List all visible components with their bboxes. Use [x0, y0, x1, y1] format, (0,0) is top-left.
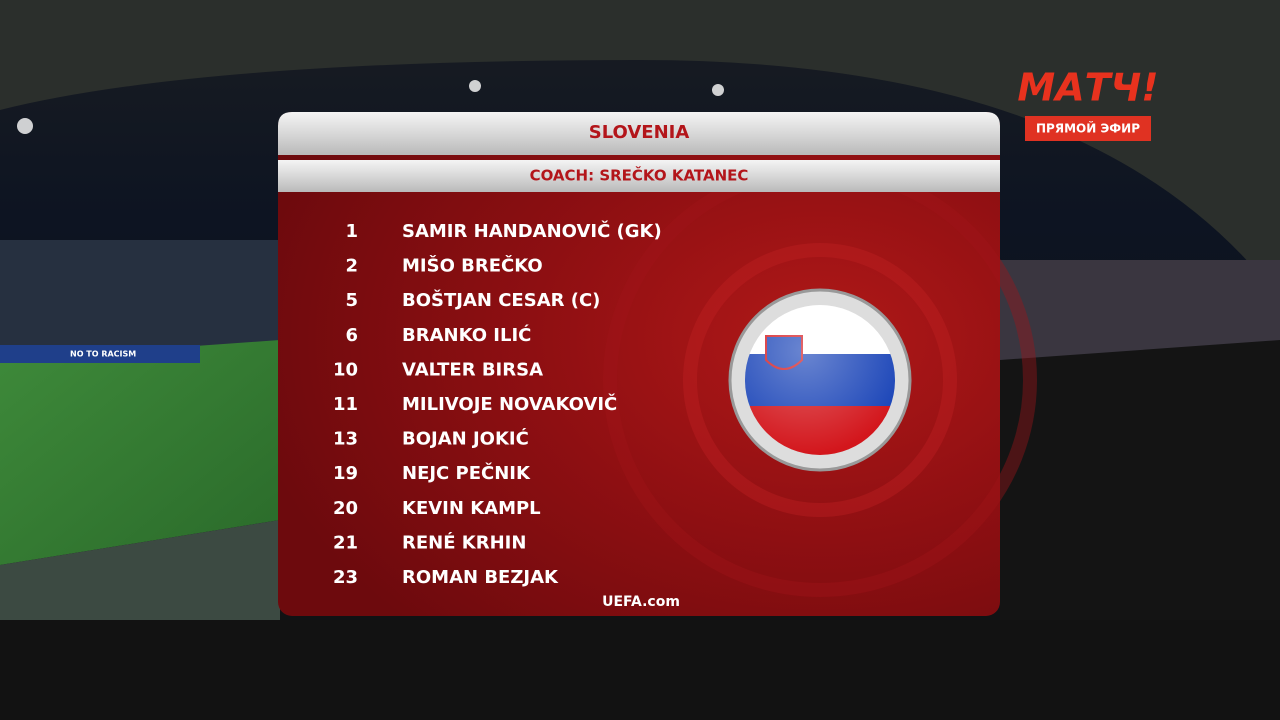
player-name: MILIVOJE NOVAKOVIČ [402, 393, 617, 415]
player-number: 21 [333, 532, 358, 553]
player-number: 1 [345, 221, 358, 242]
player-name: RENÉ KRHIN [402, 531, 526, 553]
player-name: BOJAN JOKIĆ [402, 428, 529, 450]
banner-text: NO TO RACISM [70, 350, 136, 359]
player-number: 11 [333, 394, 358, 415]
crowd-front [0, 620, 1280, 720]
player-name: MIŠO BREČKO [402, 255, 543, 277]
player-name: BOŠTJAN CESAR (C) [402, 289, 600, 311]
coach: COACH: SREČKO KATANEC [530, 166, 749, 185]
player-number: 6 [345, 325, 358, 346]
panel-body [278, 112, 1000, 616]
ad-board [0, 345, 200, 363]
player-number: 10 [333, 359, 358, 380]
header-bar [278, 112, 1000, 155]
live-label: ПРЯМОЙ ЭФИР [1036, 121, 1140, 136]
source: UEFA.com [602, 594, 680, 610]
player-number: 20 [333, 498, 358, 519]
flag-gloss [745, 305, 895, 455]
lineup-panel: SLOVENIA COACH: SREČKO KATANEC 1 SAMIR HA… [278, 112, 1037, 616]
floodlight [17, 118, 33, 134]
coach-bar [278, 160, 1000, 192]
stands-left [0, 240, 280, 350]
roof [0, 0, 1280, 300]
flag [728, 288, 912, 472]
channel-logo: МАТЧ! [1017, 66, 1158, 110]
player-number: 19 [333, 463, 358, 484]
pitch [0, 340, 280, 565]
floodlight [712, 84, 724, 96]
player-name: VALTER BIRSA [402, 359, 543, 380]
player-name: SAMIR HANDANOVIČ (GK) [402, 220, 662, 242]
player-number: 5 [345, 290, 358, 311]
player-number: 23 [333, 567, 358, 588]
player-number: 13 [333, 429, 358, 450]
player-name: BRANKO ILIĆ [402, 324, 531, 346]
player-name: NEJC PEČNIK [402, 462, 531, 484]
live-badge [1025, 116, 1151, 141]
player-name: KEVIN KAMPL [402, 498, 541, 519]
floodlight [469, 80, 481, 92]
ring [683, 243, 957, 517]
player-number: 2 [345, 256, 358, 277]
player-list: 1 SAMIR HANDANOVIČ (GK) 2 MIŠO BREČKO 5 BOŠTJ… [333, 220, 662, 588]
player-name: ROMAN BEZJAK [402, 567, 559, 588]
team-name: SLOVENIA [589, 122, 690, 143]
